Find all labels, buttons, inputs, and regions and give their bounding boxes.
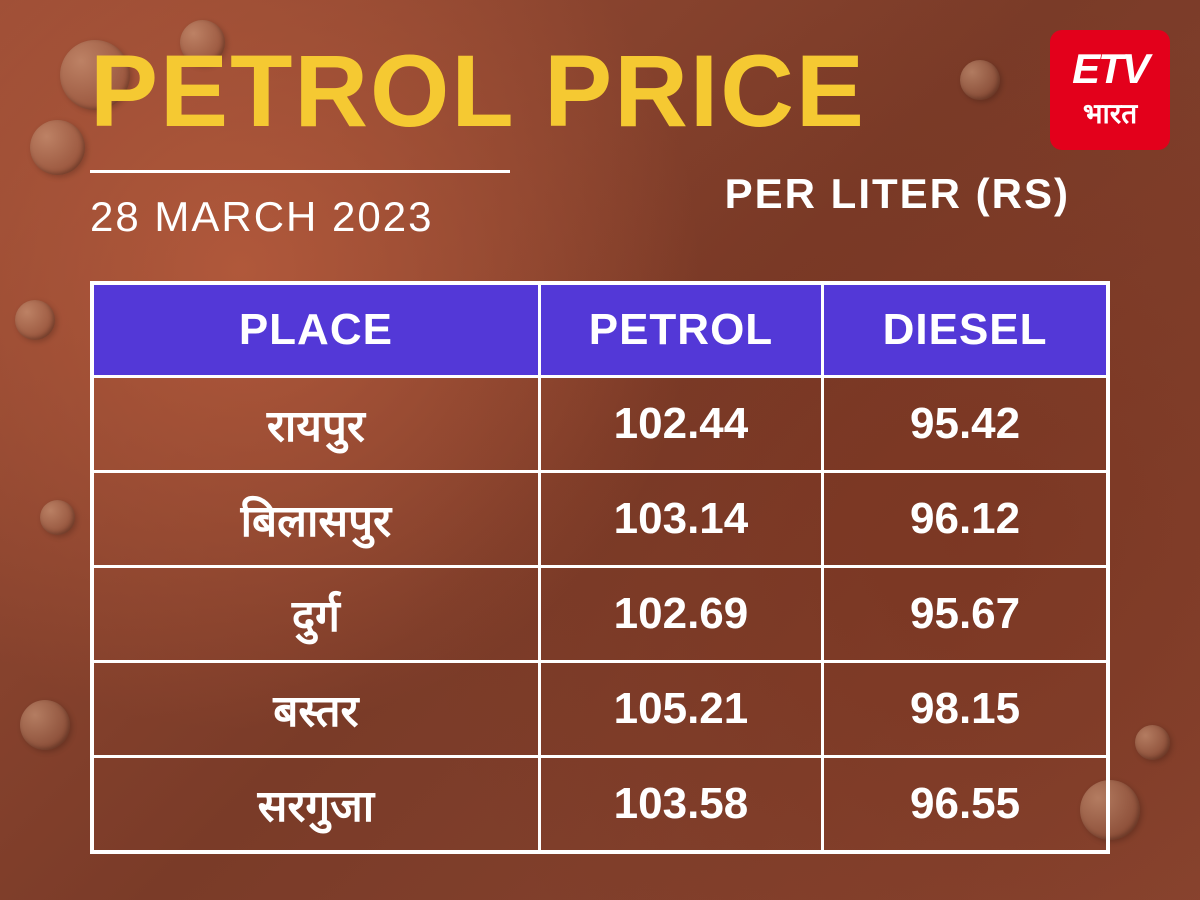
cell-diesel: 95.67 [823,567,1106,662]
cell-place: सरगुजा [94,757,539,851]
column-header-diesel: DIESEL [823,285,1106,377]
cell-diesel: 98.15 [823,662,1106,757]
cell-diesel: 96.55 [823,757,1106,851]
table-row: दुर्ग 102.69 95.67 [94,567,1106,662]
cell-place: बस्तर [94,662,539,757]
logo-text-top: ETV [1072,48,1148,90]
title-divider [90,170,510,173]
cell-petrol: 102.69 [539,567,822,662]
price-table: PLACE PETROL DIESEL रायपुर 102.44 95.42 … [94,285,1106,850]
cell-place: बिलासपुर [94,472,539,567]
cell-petrol: 103.14 [539,472,822,567]
price-table-container: PLACE PETROL DIESEL रायपुर 102.44 95.42 … [90,281,1110,854]
logo-text-bottom: भारत [1083,94,1137,132]
cell-place: दुर्ग [94,567,539,662]
cell-petrol: 103.58 [539,757,822,851]
table-row: बस्तर 105.21 98.15 [94,662,1106,757]
table-body: रायपुर 102.44 95.42 बिलासपुर 103.14 96.1… [94,377,1106,851]
table-row: सरगुजा 103.58 96.55 [94,757,1106,851]
column-header-place: PLACE [94,285,539,377]
cell-diesel: 96.12 [823,472,1106,567]
table-row: रायपुर 102.44 95.42 [94,377,1106,472]
cell-petrol: 102.44 [539,377,822,472]
subtitle-label: PER LITER (RS) [725,170,1070,218]
table-header-row: PLACE PETROL DIESEL [94,285,1106,377]
content-container: PETROL PRICE 28 MARCH 2023 PER LITER (RS… [0,0,1200,900]
cell-diesel: 95.42 [823,377,1106,472]
page-title: PETROL PRICE [90,40,1110,142]
brand-logo: ETV भारत [1050,30,1170,150]
table-row: बिलासपुर 103.14 96.12 [94,472,1106,567]
cell-petrol: 105.21 [539,662,822,757]
column-header-petrol: PETROL [539,285,822,377]
cell-place: रायपुर [94,377,539,472]
